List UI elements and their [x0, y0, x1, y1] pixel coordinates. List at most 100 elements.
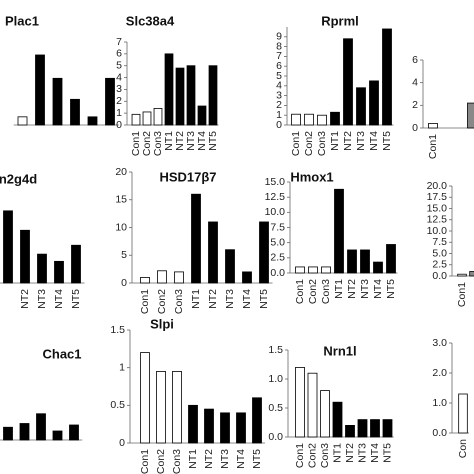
x-tick-label: NT3: [185, 131, 197, 151]
bar: [35, 54, 45, 126]
y-tick-label: 5: [276, 70, 282, 82]
x-tick-label: NT5: [381, 131, 393, 151]
chart-title: Rprml: [321, 13, 359, 28]
x-tick-label: Con2: [155, 449, 167, 474]
bar: [105, 77, 115, 126]
y-tick-label: 6: [276, 60, 282, 72]
bar: [225, 249, 235, 284]
x-tick-label: NT2: [19, 289, 31, 309]
bar: [321, 266, 331, 274]
y-tick-label: 4: [276, 80, 282, 92]
x-tick-label: NT2: [342, 131, 354, 151]
bar: [197, 105, 207, 126]
x-tick-label: Con3: [320, 279, 332, 304]
bar: [469, 271, 474, 277]
bar: [458, 393, 468, 434]
y-tick-label: 5: [121, 249, 127, 261]
y-tick-label: 0: [121, 277, 127, 289]
y-tick-label: 7.5: [270, 221, 285, 233]
bar: [54, 260, 64, 284]
y-tick-label: 12.5: [427, 214, 448, 226]
x-tick-label: NT5: [70, 289, 82, 309]
x-tick-label: NT2: [174, 131, 186, 151]
y-tick-label: 5: [116, 59, 122, 71]
x-tick-label: NT3: [224, 289, 236, 309]
y-tick-label: 10.0: [265, 206, 286, 218]
y-tick-label: 3: [276, 89, 282, 101]
bar: [37, 253, 47, 284]
x-tick-label: NT3: [356, 443, 368, 463]
bar: [70, 98, 80, 126]
bar: [52, 430, 63, 441]
x-tick-label: NT3: [359, 279, 371, 299]
bar: [172, 371, 182, 444]
bar: [320, 390, 330, 438]
x-tick-label: Con2: [156, 289, 168, 314]
y-tick-label: 0.0: [432, 270, 447, 282]
bar: [295, 266, 305, 274]
y-tick-label: 0.5: [110, 399, 125, 411]
y-tick-label: 7: [116, 36, 122, 48]
y-tick-label: 7: [276, 50, 282, 62]
bar: [157, 270, 167, 284]
x-tick-label: NT1: [163, 131, 175, 151]
x-tick-label: NT2: [344, 443, 356, 463]
y-tick-label: 15: [115, 194, 127, 206]
x-tick-label: NT4: [53, 289, 65, 309]
y-tick-label: 6: [116, 48, 122, 60]
bar: [236, 412, 246, 444]
bar: [308, 266, 318, 274]
bar: [19, 423, 30, 441]
x-tick-label: NT3: [219, 449, 231, 469]
x-tick-label: Con3: [319, 443, 331, 468]
x-tick-label: NT5: [258, 289, 270, 309]
x-tick-label: Con1: [456, 282, 468, 307]
bar: [3, 210, 13, 284]
y-tick-label: 0: [412, 122, 418, 134]
y-tick-label: 0: [276, 119, 282, 131]
y-tick-label: 4: [412, 76, 418, 88]
bar: [370, 419, 380, 438]
bar: [334, 188, 344, 274]
bar: [343, 38, 353, 126]
bar: [373, 261, 383, 274]
x-tick-label: NT3: [355, 131, 367, 151]
x-tick-label: NT2: [207, 289, 219, 309]
x-tick-label: Con3: [173, 289, 185, 314]
bar: [252, 397, 262, 444]
bar: [3, 426, 13, 441]
bar: [52, 77, 63, 126]
bar: [20, 229, 30, 284]
x-tick-label: NT5: [381, 443, 393, 463]
x-tick-label: NT1: [333, 279, 345, 299]
x-tick-label: Con3: [316, 131, 328, 156]
bar: [71, 244, 81, 284]
y-tick-label: 1.0: [432, 397, 447, 409]
x-tick-label: NT2: [346, 279, 358, 299]
y-tick-label: 0.0: [270, 267, 285, 279]
y-tick-label: 12.5: [265, 191, 286, 203]
bar: [208, 221, 218, 284]
bar: [17, 116, 28, 126]
bar: [332, 401, 343, 438]
x-tick-label: NT4: [196, 131, 208, 151]
y-tick-label: 9: [276, 31, 282, 43]
bar: [140, 277, 150, 284]
x-tick-label: NT2: [203, 449, 215, 469]
y-tick-label: 5.0: [270, 236, 285, 248]
x-tick-label: Con1: [294, 279, 306, 304]
bar: [457, 273, 467, 277]
bar: [382, 28, 392, 126]
y-tick-label: 2: [116, 95, 122, 107]
chart-title: Hmox1: [290, 169, 333, 184]
bar: [208, 65, 218, 126]
x-tick-label: NT1: [190, 289, 202, 309]
y-tick-label: 4: [116, 71, 122, 83]
y-tick-label: 1: [276, 109, 282, 121]
y-tick-label: 6: [412, 54, 418, 66]
y-tick-label: 15.0: [265, 176, 286, 188]
y-tick-label: 17.5: [427, 191, 448, 203]
bar: [220, 412, 230, 444]
chart-title: n2g4d: [0, 171, 37, 186]
